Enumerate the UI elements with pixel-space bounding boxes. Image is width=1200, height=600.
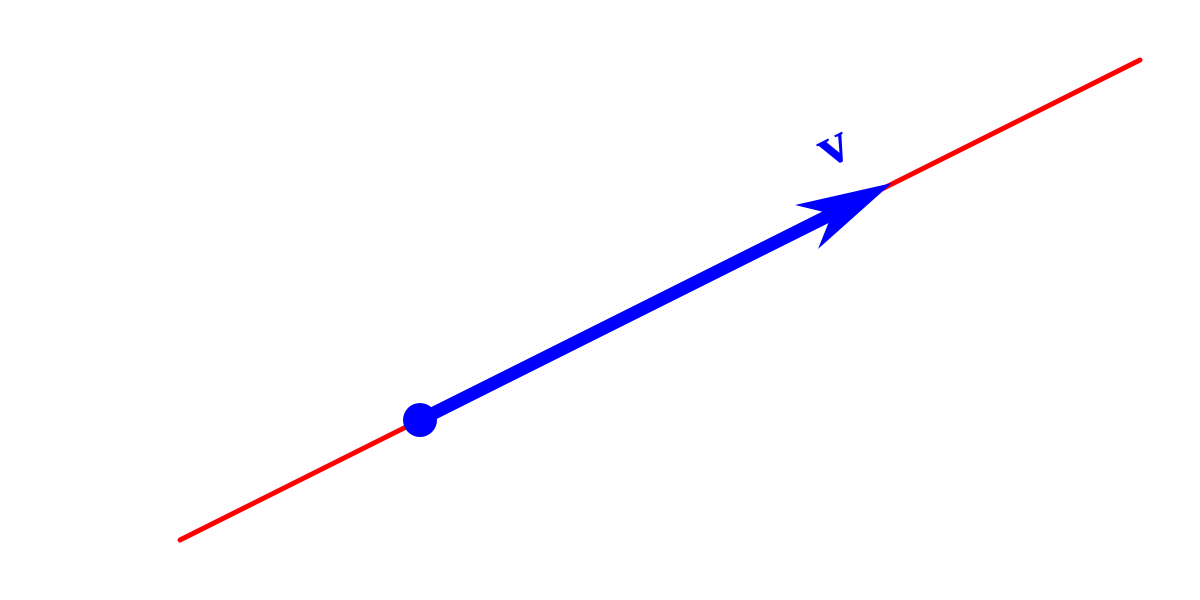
vector-label: v: [805, 109, 860, 180]
vector-arrowhead: [795, 183, 892, 249]
vector-shaft: [417, 206, 839, 426]
vector-origin: [403, 403, 437, 437]
